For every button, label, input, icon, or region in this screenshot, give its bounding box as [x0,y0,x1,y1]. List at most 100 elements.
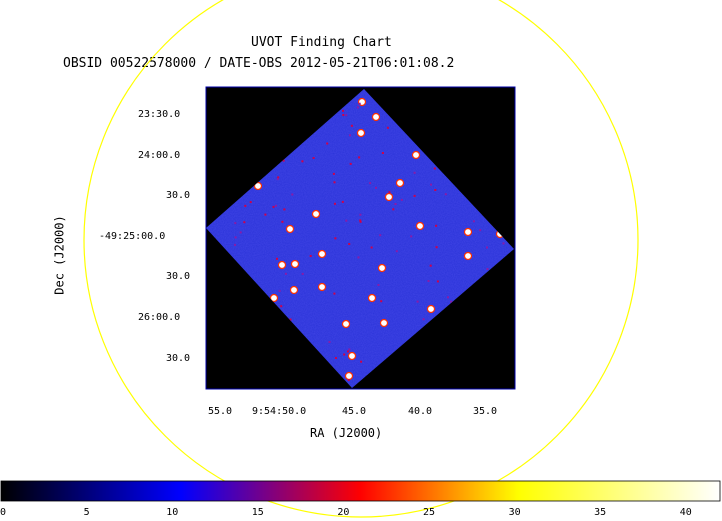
colorbar-tick-10: 10 [166,507,179,518]
faint-source [472,220,475,223]
faint-source [342,114,345,116]
faint-source [239,231,242,234]
faint-source [377,284,380,286]
faint-source [348,243,351,245]
faint-source [281,220,284,223]
faint-source [334,237,337,240]
xtick-5: 35.0 [473,406,498,417]
bright-source [371,112,381,122]
faint-source [309,255,312,257]
faint-source [234,236,237,239]
faint-source [341,200,344,203]
faint-source [486,246,488,249]
faint-source [410,235,413,238]
faint-source [429,264,432,267]
faint-source [289,318,292,321]
faint-source [348,348,351,351]
bright-source [277,260,287,270]
bright-source [411,150,421,160]
faint-source [394,203,397,205]
bright-source [415,221,425,231]
faint-source [347,379,350,382]
bright-source [463,251,473,261]
bright-source [253,181,263,191]
faint-source [301,160,304,163]
bright-source [356,128,366,138]
xtick-4: 40.0 [408,406,433,417]
ytick-6: 26:00.0 [138,312,181,323]
faint-source [249,201,252,204]
faint-source [413,194,416,197]
faint-source [380,300,383,303]
faint-source [360,360,363,363]
faint-source [333,181,336,184]
faint-source [244,204,247,207]
faint-source [280,305,283,308]
faint-source [234,222,237,225]
faint-source [349,162,352,165]
chart-title: UVOT Finding Chart [251,35,392,50]
faint-source [291,193,294,196]
bright-source [341,319,351,329]
faint-source [450,300,453,303]
bright-source [289,285,299,295]
bright-source [377,263,387,273]
faint-source [312,157,315,159]
bright-source [285,224,295,234]
bright-source [290,259,300,269]
image-frame [205,86,516,390]
faint-source [444,193,447,196]
xtick-1: 55.0 [208,406,233,417]
bright-source [311,209,321,219]
faint-source [347,350,349,353]
colorbar-tick-15: 15 [251,507,264,518]
bright-source [384,192,394,202]
chart-subtitle: OBSID 00522578000 / DATE-OBS 2012-05-21T… [63,56,455,71]
faint-source [234,243,236,246]
faint-source [301,272,304,275]
faint-source [435,246,438,249]
faint-source [486,268,489,270]
faint-source [447,296,449,299]
faint-source [388,191,391,194]
ytick-2: 24:00.0 [138,150,181,161]
faint-source [375,186,377,189]
field-circle [83,0,639,518]
bright-source [347,351,357,361]
faint-source [433,167,436,170]
faint-source [427,280,430,282]
colorbar-tick-25: 25 [422,507,436,518]
faint-source [276,257,278,260]
faint-source [345,114,348,117]
faint-source [342,109,344,112]
faint-source [282,159,285,162]
faint-source [395,250,398,253]
colorbar-tick-5: 5 [83,507,90,518]
bright-source [463,227,473,237]
faint-source [284,272,287,275]
colorbar-tick-30: 30 [508,507,521,518]
bright-source [379,318,389,328]
faint-source [370,246,373,249]
bright-source [344,371,354,381]
faint-source [358,102,361,105]
faint-source [357,256,360,259]
faint-source [334,357,337,359]
bright-source [317,249,327,259]
faint-source [278,289,281,292]
faint-source [356,106,359,109]
ytick-5: 30.0 [166,271,191,282]
faint-source [326,142,329,145]
colorbar-tick-0: 0 [0,507,7,518]
bright-source [426,304,436,314]
faint-source [283,208,286,211]
faint-source [334,202,336,205]
faint-source [332,172,335,175]
faint-source [381,152,384,154]
bright-source [317,282,327,292]
ytick-3: 30.0 [166,190,191,201]
colorbar-tick-20: 20 [337,507,350,518]
faint-source [272,205,275,208]
colorbar-tick-40: 40 [679,507,692,518]
